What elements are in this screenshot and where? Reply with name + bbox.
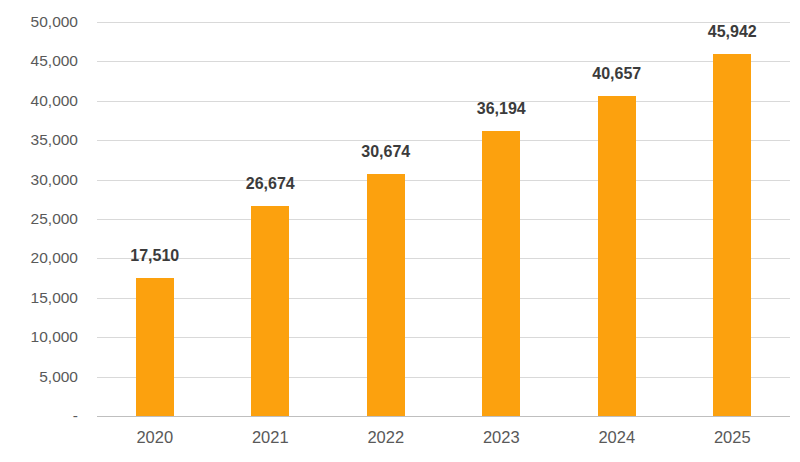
y-axis-tick-label: 35,000: [6, 131, 78, 149]
gridline: [97, 140, 790, 141]
bar-2023: [482, 131, 520, 416]
bar-value-label: 26,674: [246, 175, 295, 193]
y-axis-tick-label: 10,000: [6, 328, 78, 346]
gridline: [97, 61, 790, 62]
bar-value-label: 45,942: [708, 23, 757, 41]
bar-2024: [598, 96, 636, 416]
bar-2022: [367, 174, 405, 416]
gridline: [97, 180, 790, 181]
y-axis-tick-label: 30,000: [6, 171, 78, 189]
x-axis-category-label: 2021: [252, 428, 289, 447]
y-axis-tick-label: 40,000: [6, 92, 78, 110]
x-axis-category-label: 2023: [483, 428, 520, 447]
x-axis-category-label: 2024: [598, 428, 635, 447]
x-axis-category-label: 2025: [714, 428, 751, 447]
x-axis-category-label: 2022: [367, 428, 404, 447]
x-axis-line: [97, 416, 790, 417]
bar-2020: [136, 278, 174, 416]
y-axis-tick-label: 25,000: [6, 210, 78, 228]
bar-chart: - 5,000 10,000 15,000 20,000 25,000 30,000 35,0…: [0, 0, 800, 462]
gridline: [97, 337, 790, 338]
bar-2021: [251, 206, 289, 416]
y-axis-tick-label: -: [6, 407, 78, 425]
bar-value-label: 30,674: [361, 143, 410, 161]
y-axis-tick-label: 20,000: [6, 249, 78, 267]
bar-value-label: 36,194: [477, 100, 526, 118]
y-axis-tick-label: 5,000: [6, 368, 78, 386]
x-axis-category-label: 2020: [136, 428, 173, 447]
y-axis-tick-label: 15,000: [6, 289, 78, 307]
gridline: [97, 258, 790, 259]
gridline: [97, 219, 790, 220]
gridline: [97, 22, 790, 23]
y-axis-tick-label: 45,000: [6, 52, 78, 70]
bar-value-label: 17,510: [130, 247, 179, 265]
bar-value-label: 40,657: [592, 65, 641, 83]
gridline: [97, 377, 790, 378]
bar-2025: [713, 54, 751, 416]
gridline: [97, 101, 790, 102]
y-axis-tick-label: 50,000: [6, 13, 78, 31]
gridline: [97, 298, 790, 299]
